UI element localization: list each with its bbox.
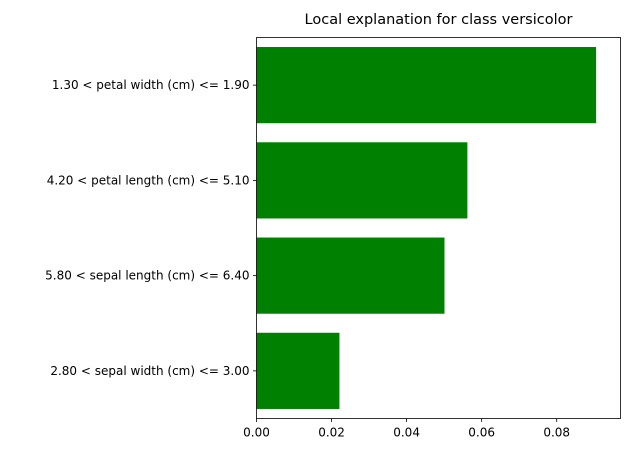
bar (256, 237, 445, 314)
y-tick-label: 2.80 < sepal width (cm) <= 3.00 (50, 364, 249, 378)
x-tick-label: 0.06 (468, 426, 495, 440)
axes-layer (256, 37, 621, 419)
y-tick-label: 5.80 < sepal length (cm) <= 6.40 (45, 269, 249, 283)
x-tick-label: 0.08 (543, 426, 570, 440)
x-axis-ticks: 0.00 0.02 0.04 0.06 0.08 (243, 418, 570, 440)
x-tick-label: 0.02 (318, 426, 345, 440)
bar (256, 47, 597, 124)
bars-layer (256, 47, 597, 409)
y-axis-ticks: 1.30 < petal width (cm) <= 1.90 4.20 < pe… (45, 78, 257, 378)
bar (256, 332, 340, 409)
bar (256, 142, 468, 219)
axes-frame (256, 37, 621, 419)
y-tick-label: 1.30 < petal width (cm) <= 1.90 (52, 78, 250, 92)
y-tick-label: 4.20 < petal length (cm) <= 5.10 (47, 173, 250, 187)
chart-title: Local explanation for class versicolor (305, 12, 573, 28)
x-tick-label: 0.00 (243, 426, 270, 440)
x-tick-label: 0.04 (393, 426, 420, 440)
